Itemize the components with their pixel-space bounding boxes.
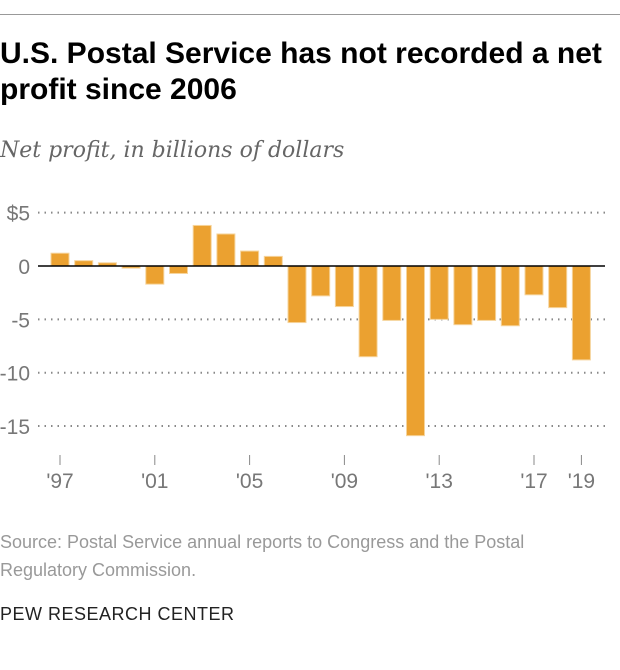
chart-title: U.S. Postal Service has not recorded a n… <box>0 37 602 106</box>
bar-2014 <box>453 265 473 326</box>
bar-1997 <box>50 252 70 267</box>
bar-2013 <box>429 265 449 320</box>
chart-subtitle: Net profit, in billions of dollars <box>0 138 345 163</box>
bar-2005 <box>240 250 260 267</box>
source-note: Source: Postal Service annual reports to… <box>0 532 525 580</box>
x-tick-label: '19 <box>568 470 595 493</box>
brand-label: PEW RESEARCH CENTER <box>0 604 235 624</box>
bar-2004 <box>216 233 236 267</box>
y-tick-label: $5 <box>7 203 30 226</box>
x-tick-label: '17 <box>520 470 547 493</box>
y-tick-label: 0 <box>18 256 30 279</box>
x-tick-label: '09 <box>331 470 358 493</box>
bar-2016 <box>500 265 520 327</box>
y-tick-label: -5 <box>11 309 30 332</box>
bar-2015 <box>477 265 497 321</box>
bar-2018 <box>548 265 568 309</box>
bar-2003 <box>192 224 212 267</box>
bar-2008 <box>311 265 331 297</box>
y-tick-label: -15 <box>0 416 30 439</box>
bar-2019 <box>571 265 591 361</box>
bar-2010 <box>358 265 378 358</box>
bar-1998 <box>74 260 94 267</box>
bar-2007 <box>287 265 307 324</box>
bar-2009 <box>334 265 354 308</box>
bar-2001 <box>145 265 165 285</box>
x-tick-label: '13 <box>426 470 453 493</box>
bar-2006 <box>263 255 283 267</box>
top-rule <box>0 14 620 15</box>
bar-2012 <box>406 265 425 437</box>
y-tick-label: -10 <box>0 363 30 386</box>
x-tick-label: '97 <box>46 470 73 493</box>
bar-2002 <box>169 265 188 274</box>
bar-2017 <box>524 265 544 296</box>
bar-2011 <box>382 265 402 321</box>
x-tick-label: '01 <box>141 470 168 493</box>
x-tick-label: '05 <box>236 470 263 493</box>
